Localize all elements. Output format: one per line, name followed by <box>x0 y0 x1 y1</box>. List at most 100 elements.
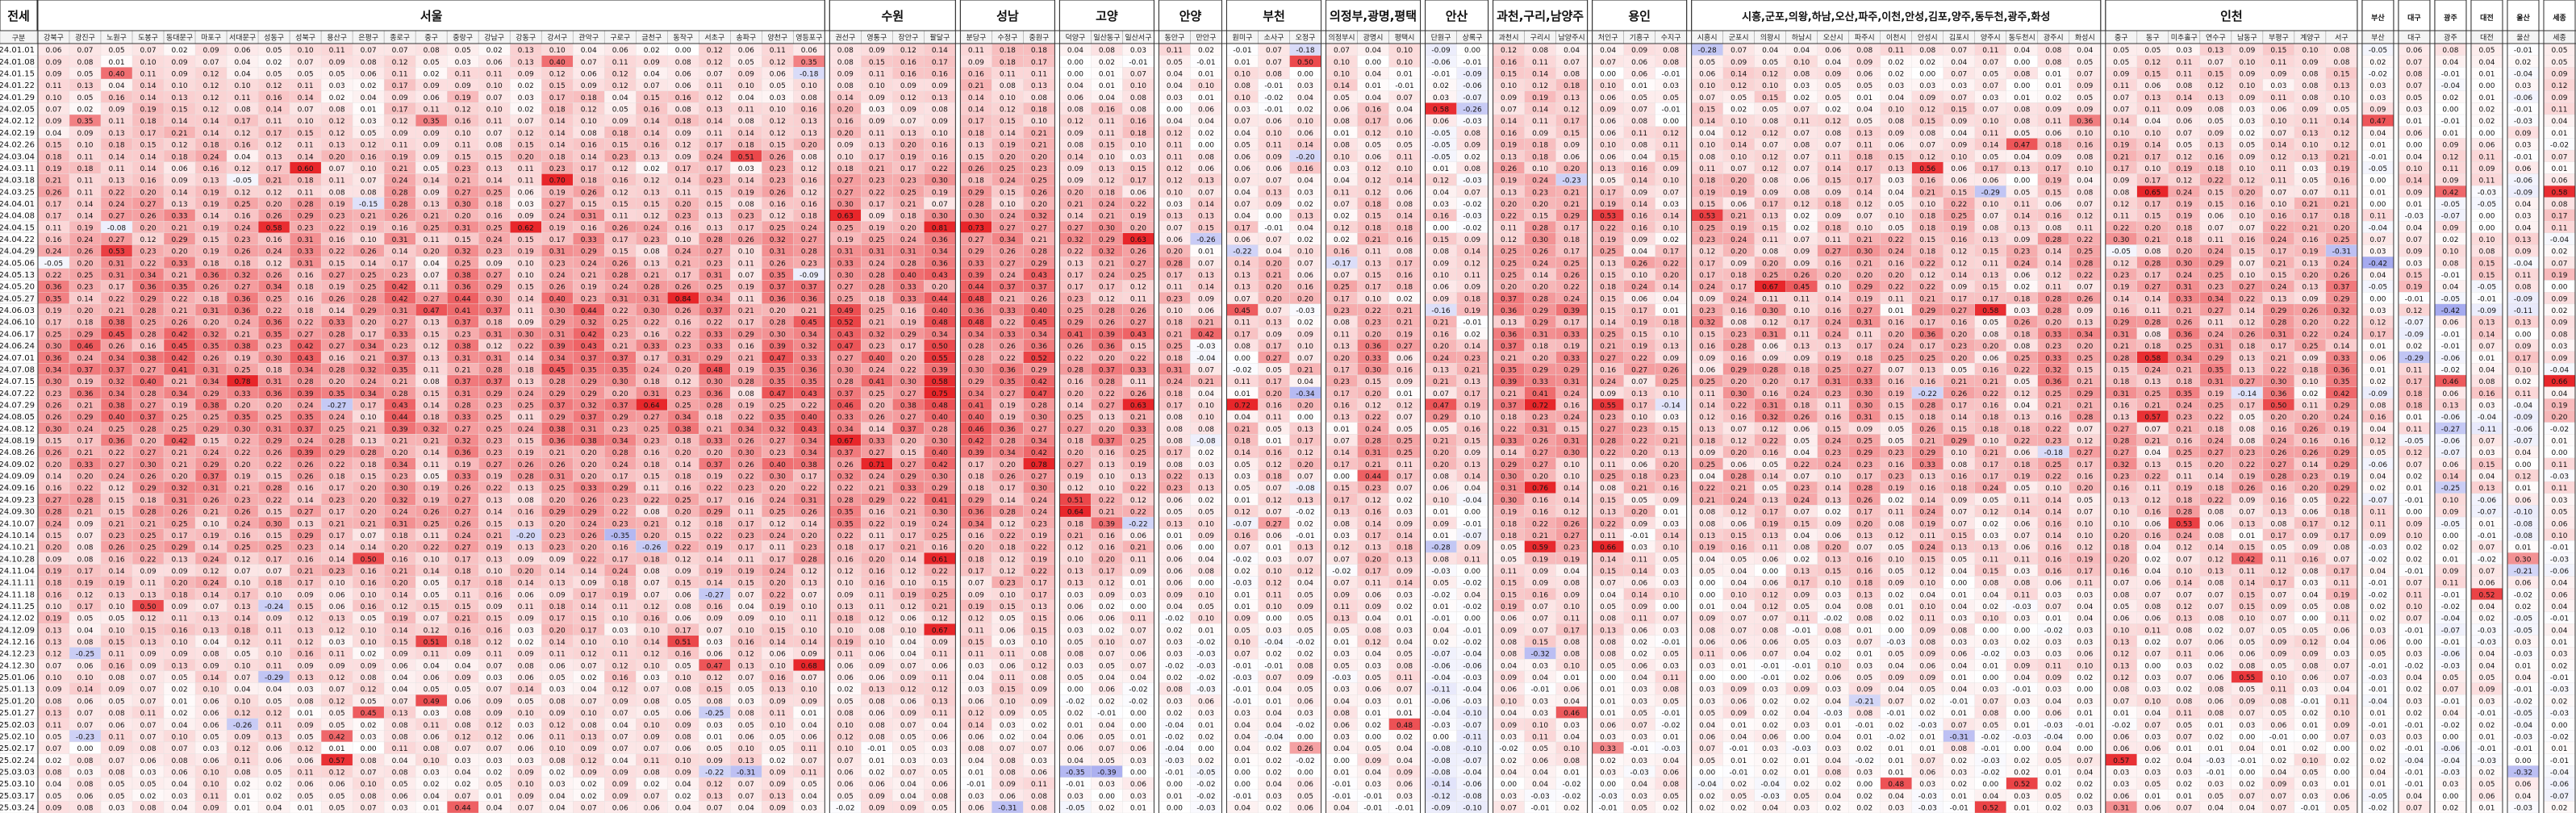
cell-value: 0.16 <box>392 556 408 564</box>
cell-value: -0.27 <box>328 402 346 410</box>
cell-value: 0.34 <box>837 426 854 434</box>
cell-value: 0.04 <box>1198 390 1214 398</box>
cell-value: 0.30 <box>932 177 948 186</box>
cell-value: 0.13 <box>172 662 188 670</box>
cell-value: 0.26 <box>140 213 157 221</box>
cell-value: 0.27 <box>140 366 157 374</box>
cell-value: 0.13 <box>140 591 157 599</box>
cell-value: 0.14 <box>45 473 61 482</box>
cell-value: 0.15 <box>109 497 125 505</box>
cell-value: 0.04 <box>235 153 251 161</box>
cell-value: 0.19 <box>455 461 471 469</box>
cell-value: 0.10 <box>738 82 754 90</box>
cell-value: 0.15 <box>770 142 786 150</box>
cell-value: 0.26 <box>675 284 691 292</box>
cell-value: 0.09 <box>140 651 157 659</box>
cell-value: 0.07 <box>612 710 628 718</box>
cell-value: 0.30 <box>486 295 503 303</box>
cell-value: 0.06 <box>361 71 377 79</box>
date-label: 24.06.10 <box>0 319 35 327</box>
cell-value: 0.08 <box>549 698 566 706</box>
cell-value: 0.78 <box>1031 461 1047 469</box>
cell-value: 0.12 <box>707 59 723 67</box>
cell-value: 0.06 <box>738 733 754 741</box>
cell-value: 0.25 <box>486 426 503 434</box>
cell-value: 0.00 <box>1130 603 1146 611</box>
cell-value: 0.08 <box>1167 438 1183 446</box>
cell-value: 0.13 <box>486 556 503 564</box>
cell-value: 0.10 <box>1099 485 1115 493</box>
cell-value: 0.42 <box>392 295 408 303</box>
cell-value: 0.27 <box>392 319 408 327</box>
cell-value: 0.11 <box>1167 153 1183 161</box>
cell-value: 0.01 <box>1198 248 1214 256</box>
cell-value: 0.10 <box>486 82 503 90</box>
cell-value: 0.01 <box>109 59 125 67</box>
cell-value: 0.15 <box>1099 142 1115 150</box>
cell-value: 0.14 <box>172 189 188 197</box>
cell-value: 0.32 <box>172 485 188 493</box>
cell-value: 0.05 <box>1198 509 1214 517</box>
cell-value: 0.05 <box>424 591 440 599</box>
cell-value: 0.13 <box>1198 213 1214 221</box>
cell-value: 0.19 <box>203 248 219 256</box>
cell-value: 0.10 <box>235 82 251 90</box>
cell-value: 0.28 <box>968 355 984 363</box>
cell-value: 0.13 <box>770 686 786 694</box>
cell-value: 0.03 <box>1130 153 1146 161</box>
cell-value: 0.02 <box>77 106 93 115</box>
cell-value: 0.03 <box>1000 722 1016 730</box>
cell-value: 0.04 <box>392 674 408 682</box>
cell-value: 0.22 <box>738 414 754 422</box>
cell-value: 0.11 <box>486 71 503 79</box>
cell-value: 0.00 <box>1130 722 1146 730</box>
cell-value: 0.26 <box>612 224 628 232</box>
cell-value: 0.28 <box>392 189 408 197</box>
date-label: 24.04.01 <box>0 200 35 209</box>
cell-value: 0.16 <box>392 224 408 232</box>
cell-value: 0.11 <box>518 307 534 315</box>
cell-value: 0.00 <box>1198 580 1214 588</box>
cell-value: 0.12 <box>707 94 723 102</box>
cell-value: 0.34 <box>549 355 566 363</box>
cell-value: 0.41 <box>1067 331 1083 339</box>
cell-value: 0.24 <box>203 153 219 161</box>
cell-value: 0.11 <box>518 177 534 186</box>
cell-value: 0.33 <box>968 260 984 268</box>
cell-value: 0.14 <box>801 520 817 528</box>
cell-value: 0.64 <box>1067 509 1083 517</box>
cell-value: 0.48 <box>968 295 984 303</box>
cell-value: 0.10 <box>1067 556 1083 564</box>
cell-value: 0.22 <box>869 189 885 197</box>
cell-value: 0.04 <box>968 757 984 765</box>
cell-value: 0.08 <box>329 106 345 115</box>
cell-value: 0.07 <box>392 47 408 55</box>
cell-value: 0.29 <box>361 307 377 315</box>
cell-value: 0.06 <box>900 615 916 623</box>
cell-value: 0.42 <box>172 355 188 363</box>
cell-value: 0.34 <box>203 378 219 386</box>
cell-value: 0.10 <box>1099 153 1115 161</box>
cell-value: 0.18 <box>203 260 219 268</box>
cell-value: 0.01 <box>298 710 314 718</box>
cell-value: 0.10 <box>581 710 597 718</box>
cell-value: 0.05 <box>361 615 377 623</box>
cell-value: 0.25 <box>361 284 377 292</box>
cell-value: 0.19 <box>1031 556 1047 564</box>
cell-value: 0.03 <box>172 793 188 801</box>
cell-value: 0.03 <box>518 757 534 765</box>
cell-value: 0.39 <box>968 449 984 457</box>
cell-value: 0.10 <box>172 82 188 90</box>
cell-value: 0.05 <box>109 793 125 801</box>
cell-value: -0.01 <box>1066 781 1084 789</box>
cell-value: 0.11 <box>1000 651 1016 659</box>
cell-value: 0.11 <box>235 94 251 102</box>
cell-value: 0.20 <box>140 189 157 197</box>
cell-value: 0.40 <box>109 414 125 422</box>
cell-value: 0.12 <box>612 71 628 79</box>
cell-value: 0.10 <box>932 130 948 138</box>
cell-value: 0.05 <box>801 781 817 789</box>
cell-value: 0.14 <box>581 153 597 161</box>
cell-value: 0.16 <box>266 236 282 244</box>
cell-value: 0.13 <box>172 94 188 102</box>
